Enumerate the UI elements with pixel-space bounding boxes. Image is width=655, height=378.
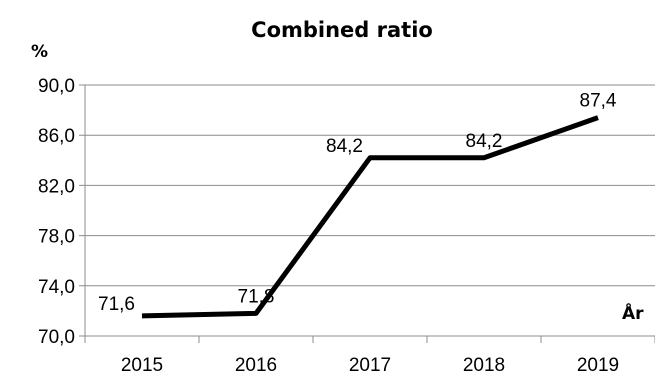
- x-tick-label: 2016: [235, 355, 277, 376]
- series-layer: [141, 115, 599, 319]
- data-labels: 71,6 71,8 84,2 84,2 87,4: [98, 91, 617, 315]
- y-axis-unit-label: %: [31, 42, 48, 62]
- axes: [84, 85, 655, 343]
- data-label: 84,2: [326, 136, 363, 157]
- series-line: [141, 115, 599, 319]
- x-tick-label: 2019: [577, 355, 619, 376]
- y-tick-label: 78,0: [38, 227, 75, 248]
- data-label: 87,4: [580, 91, 617, 112]
- y-tick-label: 90,0: [38, 76, 75, 97]
- y-tick-label: 82,0: [38, 176, 75, 197]
- data-label: 71,8: [238, 286, 275, 307]
- chart-title: Combined ratio: [251, 18, 433, 42]
- y-tick-label: 70,0: [38, 327, 75, 348]
- data-label: 84,2: [466, 131, 503, 152]
- x-tick-label: 2017: [349, 355, 391, 376]
- tick-labels: 70,0 74,0 78,0 82,0 86,0 90,0 2015 2016 2017 2018…: [38, 76, 619, 376]
- x-tick-label: 2018: [463, 355, 505, 376]
- data-label: 71,6: [98, 294, 135, 315]
- y-tick-label: 74,0: [38, 277, 75, 298]
- gridlines: [79, 84, 655, 337]
- x-tick-label: 2015: [121, 355, 163, 376]
- x-axis-label: År: [622, 301, 644, 324]
- y-tick-label: 86,0: [38, 126, 75, 147]
